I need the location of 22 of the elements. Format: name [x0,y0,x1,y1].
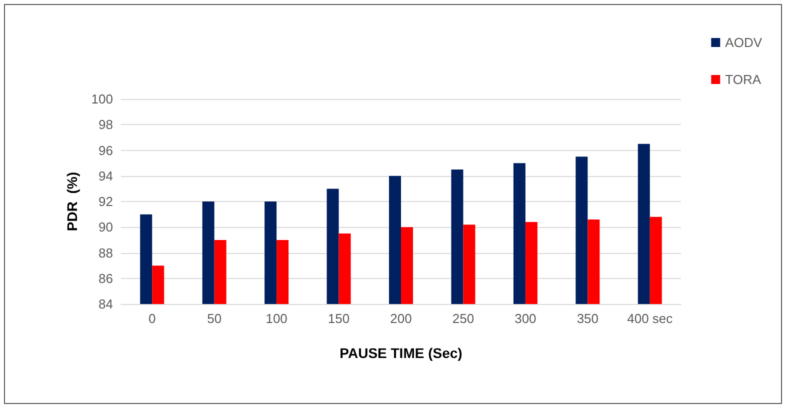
y-tick-label: 86 [98,270,113,286]
x-tick-label: 350 [576,311,599,326]
y-tick-label: 94 [98,168,113,184]
y-tick-label: 98 [98,117,113,132]
y-tick-label: 88 [98,245,113,260]
x-tick-label: 50 [207,311,222,326]
legend-label: TORA [725,72,762,87]
x-tick-label: 400 sec [627,311,674,326]
y-tick-label: 96 [98,142,113,158]
y-tick-label: 84 [98,296,113,312]
x-tick-label: 100 [266,311,288,326]
x-tick-label: 150 [328,311,350,326]
y-axis-title: PDR (%) [64,172,80,232]
x-tick-label: 300 [514,311,536,326]
y-tick-label: 100 [91,92,113,106]
x-tick-label: 0 [148,311,156,326]
y-tick-label: 92 [98,194,113,209]
x-axis-title: PAUSE TIME (Sec) [340,345,462,361]
y-tick-label: 90 [98,220,113,235]
legend-label: AODV [725,35,762,50]
x-tick-label: 200 [390,311,412,326]
x-tick-label: 250 [452,311,474,326]
